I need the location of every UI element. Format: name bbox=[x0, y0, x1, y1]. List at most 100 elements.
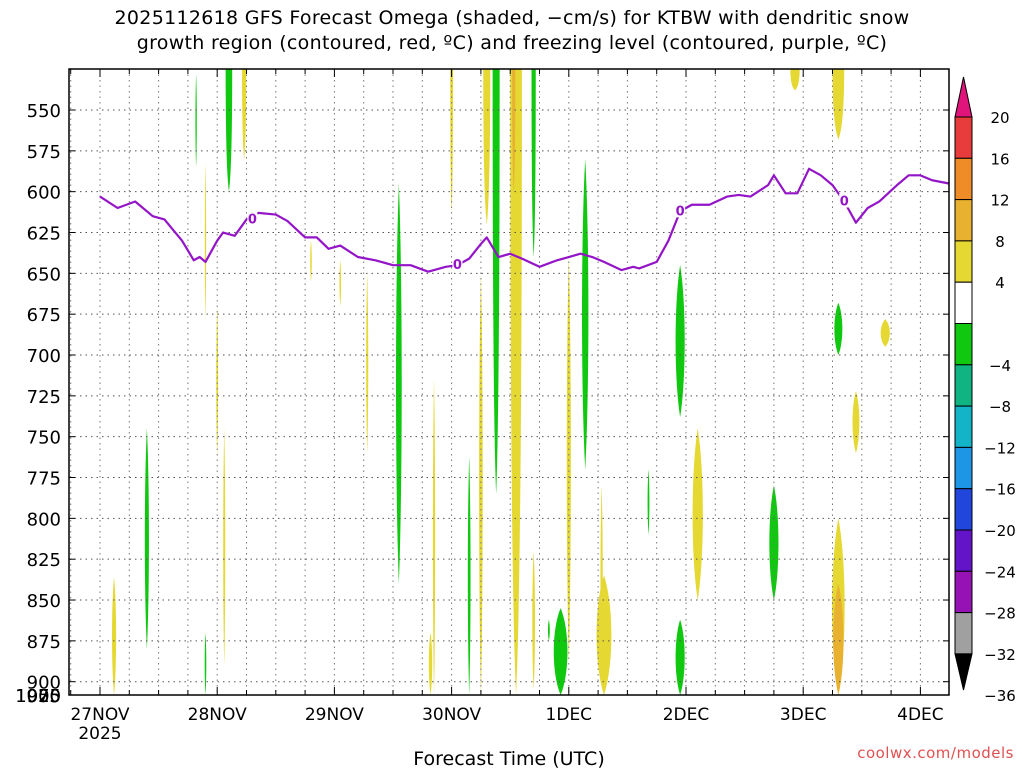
y-tick-label: 900 bbox=[27, 673, 61, 694]
freezing-level-label: 0 bbox=[248, 212, 257, 227]
colorbar-label: 4 bbox=[995, 274, 1005, 292]
x-tick-label: 4DEC bbox=[897, 705, 944, 725]
freezing-level-label: 0 bbox=[840, 194, 849, 209]
x-tick-sublabel: 2025 bbox=[78, 724, 121, 744]
y-tick-label: 675 bbox=[27, 305, 61, 326]
omega-patch bbox=[596, 575, 612, 695]
colorbar-bin bbox=[954, 199, 973, 242]
colorbar-bin bbox=[954, 364, 973, 407]
omega-patch bbox=[600, 485, 603, 674]
omega-patch bbox=[852, 390, 860, 454]
omega-patch bbox=[204, 163, 207, 320]
colorbar-bin bbox=[954, 529, 973, 572]
y-tick-label: 1025 bbox=[15, 686, 61, 707]
y-tick-label: 600 bbox=[27, 183, 61, 204]
x-axis-label: Forecast Time (UTC) bbox=[413, 748, 604, 768]
y-tick-label: 700 bbox=[27, 346, 61, 367]
watermark-link[interactable]: coolwx.com/models bbox=[857, 744, 1014, 762]
colorbar-bin bbox=[954, 446, 973, 490]
contour-label-bg bbox=[452, 257, 463, 272]
omega-patch bbox=[204, 632, 207, 695]
colorbar-top-arrow bbox=[954, 76, 973, 118]
omega-patch bbox=[144, 428, 149, 650]
y-tick-label: 750 bbox=[27, 428, 61, 449]
omega-patch bbox=[467, 456, 471, 695]
omega-patch bbox=[310, 240, 312, 282]
omega-patch bbox=[790, 69, 800, 91]
y-tick-label: 775 bbox=[27, 469, 61, 490]
y-tick-label: 1000 bbox=[15, 686, 61, 707]
colorbar-label: 12 bbox=[990, 192, 1009, 210]
omega-shading-layer bbox=[112, 69, 890, 695]
y-tick-label: 975 bbox=[27, 686, 61, 707]
colorbar-bin bbox=[954, 612, 973, 655]
omega-patch bbox=[675, 265, 685, 418]
x-tick-label: 28NOV bbox=[188, 705, 247, 725]
colorbar-bin bbox=[954, 323, 973, 366]
x-tick-label: 2DEC bbox=[663, 705, 710, 725]
colorbar-bottom-arrow bbox=[954, 653, 973, 691]
freezing-level-label: 0 bbox=[453, 258, 462, 273]
x-tick-label: 1DEC bbox=[546, 705, 593, 725]
colorbar-bin bbox=[954, 405, 973, 448]
colorbar-label: −24 bbox=[984, 563, 1016, 581]
omega-patch bbox=[492, 69, 500, 494]
x-tick-label: 27NOV bbox=[70, 705, 129, 725]
omega-patch bbox=[512, 69, 516, 192]
chart-title-line2: growth region (contoured, red, ºC) and f… bbox=[136, 32, 888, 54]
omega-patch bbox=[880, 319, 890, 347]
omega-patch bbox=[510, 69, 522, 695]
colorbar-bin bbox=[954, 240, 973, 283]
colorbar-bin bbox=[954, 116, 973, 159]
omega-patch bbox=[532, 551, 536, 690]
colorbar-label: −20 bbox=[984, 522, 1016, 540]
omega-patch bbox=[582, 159, 589, 470]
omega-patch bbox=[483, 69, 491, 225]
omega-patch bbox=[833, 583, 844, 695]
plot-frame bbox=[68, 68, 950, 696]
x-tick-label: 3DEC bbox=[780, 705, 827, 725]
omega-patch bbox=[366, 273, 369, 454]
y-tick-label: 725 bbox=[27, 387, 61, 408]
colorbar-label: −36 bbox=[984, 687, 1016, 705]
colorbar-label: −4 bbox=[989, 357, 1011, 375]
omega-patch bbox=[112, 577, 117, 695]
omega-patch bbox=[432, 379, 436, 695]
freezing-level-layer: 0 0 0 0 bbox=[99, 167, 950, 273]
y-axis: 550 575 600 625 650 675 700 725 750 775 800 825 850 8… bbox=[15, 101, 949, 707]
omega-patch bbox=[450, 69, 454, 212]
omega-patch bbox=[396, 183, 402, 584]
colorbar-label: 20 bbox=[990, 109, 1009, 127]
y-tick-label: 550 bbox=[27, 101, 61, 122]
colorbar-bin bbox=[954, 570, 973, 614]
x-tick-label: 29NOV bbox=[305, 705, 364, 725]
colorbar-label: −32 bbox=[984, 646, 1016, 664]
omega-patch bbox=[531, 69, 536, 258]
y-tick-label: 825 bbox=[27, 550, 61, 571]
omega-patch bbox=[479, 273, 483, 695]
omega-patch bbox=[834, 302, 843, 356]
colorbar-label: −8 bbox=[989, 398, 1011, 416]
freezing-level-line bbox=[99, 167, 950, 273]
colorbar-bin bbox=[954, 488, 973, 531]
grid-layer bbox=[69, 69, 949, 696]
colorbar-bin bbox=[954, 157, 973, 201]
contour-label-bg bbox=[247, 211, 258, 226]
omega-patch bbox=[675, 619, 685, 695]
omega-patch bbox=[225, 69, 233, 192]
contour-label-bg bbox=[839, 193, 850, 208]
omega-patch bbox=[428, 632, 433, 695]
y-tick-label: 875 bbox=[27, 632, 61, 653]
omega-patch bbox=[339, 260, 342, 307]
omega-patch bbox=[547, 619, 550, 641]
contour-label-bg bbox=[675, 203, 686, 218]
colorbar-bin bbox=[954, 281, 973, 325]
omega-patch bbox=[647, 469, 650, 535]
y-tick-label: 850 bbox=[27, 591, 61, 612]
omega-patch bbox=[195, 74, 197, 168]
freezing-level-label: 0 bbox=[676, 204, 685, 219]
chart-title: 2025112618 GFS Forecast Omega (shaded, −… bbox=[0, 6, 1024, 56]
omega-patch bbox=[223, 428, 226, 666]
colorbar: 20 16 12 8 4 −4 −8 −12 −16 −20 −24 −28 −32 −36 bbox=[954, 76, 1016, 705]
